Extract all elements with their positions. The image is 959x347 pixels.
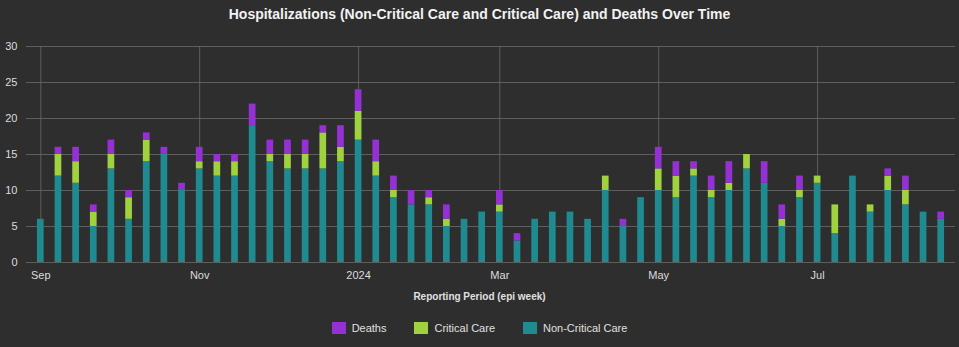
html-text:Deaths: Deaths — [351, 322, 387, 334]
svg-text:May: May — [648, 269, 669, 281]
svg-text:Jul: Jul — [811, 269, 825, 281]
svg-text:15: 15 — [5, 148, 17, 160]
svg-text:2024: 2024 — [346, 269, 370, 281]
svg-text:Nov: Nov — [190, 269, 210, 281]
svg-text:Sep: Sep — [31, 269, 51, 281]
html-text:Reporting Period (epi week): Reporting Period (epi week) — [413, 291, 546, 302]
svg-text:30: 30 — [5, 40, 17, 52]
html-text:Non-Critical Care: Non-Critical Care — [543, 322, 628, 334]
svg-text:20: 20 — [5, 112, 17, 124]
svg-text:Mar: Mar — [490, 269, 509, 281]
svg-text:0: 0 — [11, 256, 17, 268]
svg-text:10: 10 — [5, 184, 17, 196]
html-text:Critical Care: Critical Care — [434, 322, 495, 334]
svg-text:25: 25 — [5, 76, 17, 88]
html-text:Hospitalizations (Non-Critical: Hospitalizations (Non-Critical Care and … — [228, 6, 731, 22]
svg-text:5: 5 — [11, 220, 17, 232]
